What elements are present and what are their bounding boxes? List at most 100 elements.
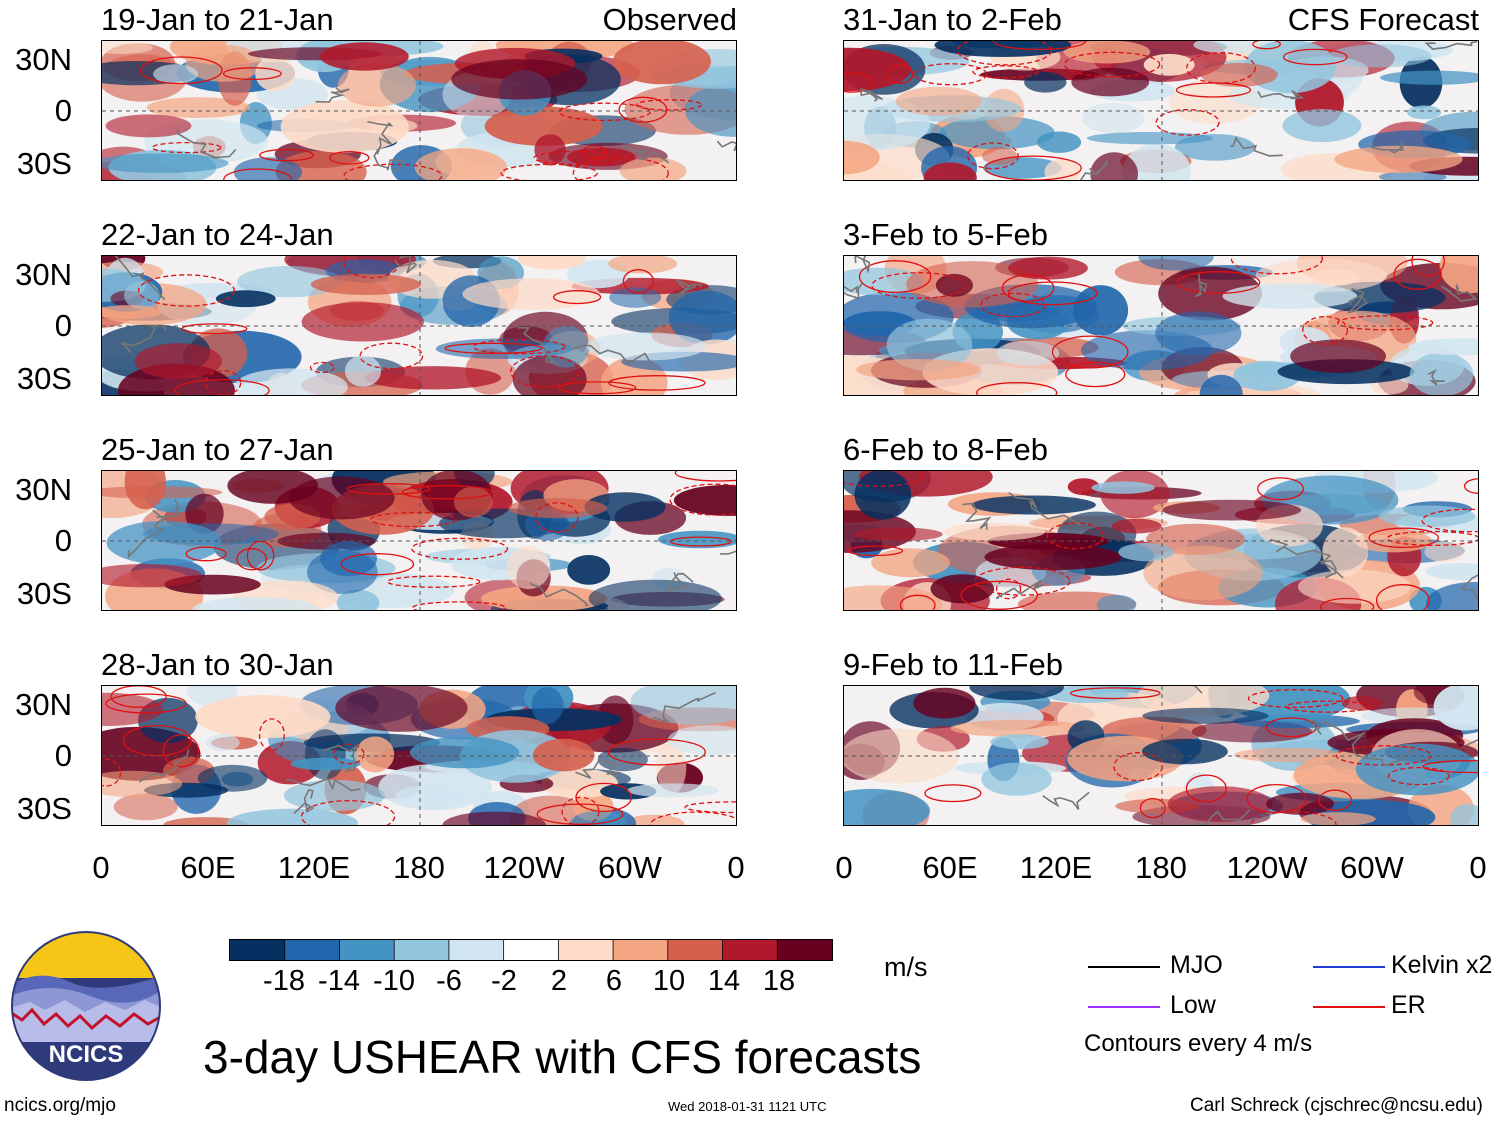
shear-anomaly-blob [255, 56, 295, 92]
lon-label-120e: 120E [277, 850, 351, 885]
lat-label-eq: 0 [54, 523, 72, 558]
legend-line-mjo [1088, 966, 1160, 968]
er-contour [139, 56, 223, 85]
shear-anomaly-blob [895, 86, 983, 116]
er-contour [1387, 766, 1450, 786]
shear-anomaly-blob [283, 779, 385, 812]
colorbar-swatch [558, 940, 614, 960]
coastline [1346, 288, 1368, 314]
er-contour [1393, 258, 1442, 290]
er-contour [137, 274, 235, 307]
footer-url[interactable]: ncics.org/mjo [4, 1095, 116, 1116]
coastline [1195, 809, 1251, 825]
er-contour [359, 342, 424, 370]
shear-anomaly-blob [656, 740, 687, 795]
legend-label-er: ER [1391, 991, 1426, 1019]
shear-anomaly-blob [943, 522, 1046, 541]
er-contour [972, 65, 1039, 79]
coastline [719, 550, 736, 555]
shear-anomaly-blob [105, 114, 192, 138]
lat-label-eq: 0 [54, 93, 72, 128]
shear-anomaly-blob [1433, 686, 1478, 731]
er-contour [1318, 789, 1353, 811]
er-contour [472, 339, 566, 355]
shear-anomaly-blob [844, 47, 912, 92]
shear-anomaly-blob [990, 734, 1049, 750]
shear-anomaly-blob [506, 546, 551, 590]
coastline [1079, 159, 1109, 180]
coastline [1230, 136, 1283, 157]
shear-anomaly-blob [1155, 311, 1242, 355]
shear-anomaly-blob [1090, 152, 1138, 180]
er-contour [1252, 41, 1281, 50]
shear-anomaly-blob [1044, 158, 1080, 180]
er-contour [329, 150, 370, 165]
panel-title-5: 31-Jan to 2-Feb [843, 2, 1062, 37]
shear-anomaly-blob [146, 97, 251, 118]
er-contour [1319, 597, 1375, 610]
shear-anomaly-blob [356, 736, 395, 773]
map-panel-8 [843, 685, 1479, 826]
colorbar-tick: 18 [762, 965, 796, 997]
shear-anomaly-blob [205, 734, 240, 752]
shear-anomaly-blob [102, 564, 203, 588]
main-title: 3-day USHEAR with CFS forecasts [203, 1031, 922, 1083]
shear-anomaly-blob [113, 793, 178, 821]
er-contour [607, 738, 706, 766]
coastline [1008, 491, 1082, 526]
colorbar-tick: -10 [373, 965, 415, 997]
shear-anomaly-blob [939, 116, 1055, 150]
shear-anomaly-blob [280, 100, 409, 153]
shear-anomaly-blob [844, 267, 925, 295]
shear-anomaly-blob [597, 747, 648, 772]
shear-anomaly-blob [854, 471, 912, 520]
shear-anomaly-blob [532, 738, 595, 772]
shear-anomaly-blob [102, 41, 154, 54]
er-contour [957, 41, 1052, 66]
colorbar-swatches [230, 940, 833, 960]
er-contour [105, 693, 187, 714]
shear-anomaly-blob [1424, 541, 1465, 562]
er-contour [1422, 760, 1478, 774]
shear-anomaly-blob [409, 736, 520, 769]
coastline [529, 582, 589, 607]
er-contour [1175, 82, 1252, 98]
shear-anomaly-blob [134, 343, 223, 380]
colorbar-tick: 10 [652, 965, 686, 997]
coastline [854, 256, 871, 274]
shear-anomaly-blob [192, 597, 318, 610]
shear-anomaly-blob [543, 325, 590, 368]
shear-anomaly-blob [667, 725, 736, 756]
shear-anomaly-blob [237, 265, 343, 298]
er-contour [1185, 774, 1227, 803]
colorbar-swatch [284, 940, 340, 960]
shear-anomaly-blob [844, 788, 930, 825]
er-contour [346, 483, 431, 495]
shear-anomaly-blob [1091, 481, 1155, 494]
lat-label-30n: 30N [15, 42, 72, 77]
er-contour [995, 578, 1022, 600]
er-contour [246, 540, 275, 571]
lat-label-30n: 30N [15, 687, 72, 722]
coastline [1308, 719, 1366, 742]
shear-anomaly-blob [1407, 105, 1442, 120]
coastline [152, 611, 186, 612]
shear-anomaly-blob [588, 579, 722, 610]
shear-anomaly-blob [124, 281, 160, 310]
colorbar-tick: -6 [436, 965, 462, 997]
shear-anomaly-blob [301, 302, 424, 342]
er-contour [1063, 51, 1161, 78]
shear-anomaly-blob [1290, 339, 1386, 373]
er-contour [533, 150, 621, 166]
colorbar-swatch [230, 940, 286, 960]
shear-anomaly-blob [185, 44, 263, 82]
er-contour [151, 141, 222, 154]
shear-anomaly-blob [1167, 786, 1273, 822]
er-contour [1065, 361, 1126, 388]
shear-anomaly-blob [364, 366, 502, 390]
coastline [1441, 284, 1478, 302]
lon-label-0-end: 0 [727, 850, 745, 885]
legend-label-kelvin: Kelvin x2 [1391, 951, 1493, 979]
coastline [1424, 41, 1478, 50]
er-contour [110, 686, 167, 708]
